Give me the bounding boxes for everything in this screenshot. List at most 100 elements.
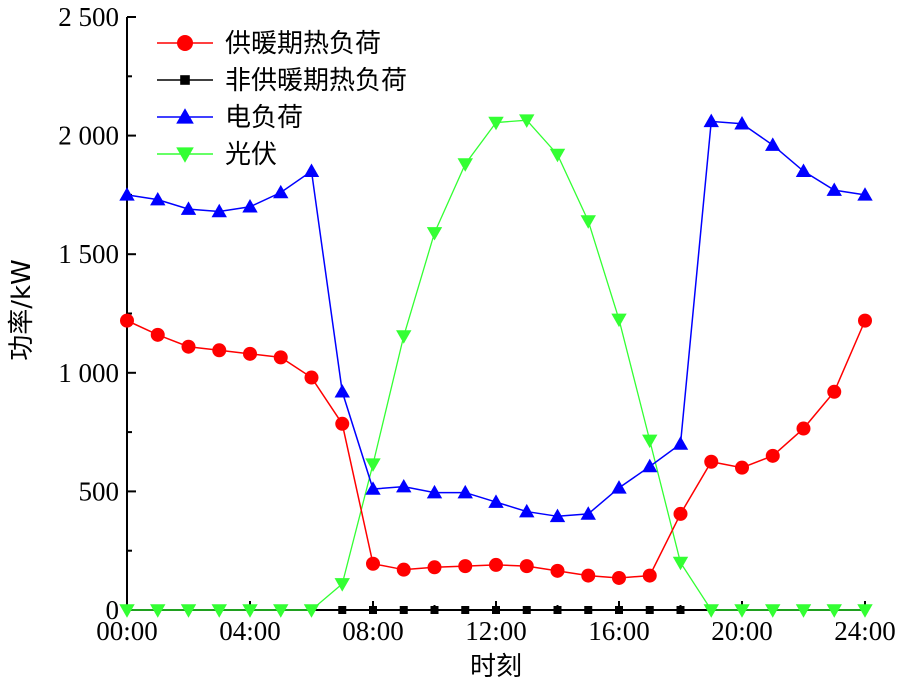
y-axis-title: 功率/kW: [7, 259, 37, 361]
legend-label: 光伏: [225, 140, 277, 170]
legend-item: 电负荷: [157, 103, 303, 133]
data-point: [334, 578, 350, 592]
legend-label: 电负荷: [225, 103, 303, 133]
data-point: [461, 606, 470, 614]
data-point: [519, 559, 534, 574]
data-point: [426, 227, 443, 241]
data-point: [703, 604, 719, 618]
data-point: [765, 137, 781, 151]
data-point: [858, 313, 872, 328]
data-point: [580, 506, 596, 520]
data-point: [396, 330, 412, 344]
data-point: [369, 606, 377, 614]
data-point: [704, 454, 719, 469]
data-point: [365, 458, 381, 472]
data-point: [826, 604, 842, 618]
data-point: [795, 604, 812, 618]
legend-item: 光伏: [157, 140, 277, 170]
data-point: [304, 370, 319, 385]
data-point: [119, 604, 135, 618]
data-point: [150, 604, 166, 618]
data-point: [550, 563, 565, 578]
y-tick-label: 500: [79, 476, 120, 506]
data-point: [642, 458, 658, 473]
data-point: [489, 557, 503, 572]
x-tick-label: 08:00: [342, 616, 404, 646]
data-point: [673, 506, 688, 521]
data-point: [211, 604, 227, 618]
data-point: [734, 604, 750, 618]
data-point: [212, 343, 227, 358]
data-point: [492, 606, 500, 614]
data-point: [396, 478, 412, 493]
data-point: [488, 116, 504, 131]
x-tick-label: 00:00: [96, 616, 158, 646]
data-point: [553, 606, 562, 614]
data-point: [338, 606, 347, 614]
data-point: [857, 187, 873, 201]
series-line: [127, 119, 865, 611]
legend-item: 供暖期热负荷: [157, 29, 381, 59]
data-point: [335, 416, 350, 431]
data-point: [765, 604, 781, 618]
data-point: [399, 606, 408, 614]
data-point: [488, 494, 504, 508]
series-0: [120, 313, 872, 585]
data-point: [615, 606, 623, 614]
data-point: [457, 484, 473, 499]
x-tick-label: 20:00: [711, 616, 773, 646]
data-point: [180, 201, 197, 215]
data-point: [857, 604, 873, 618]
data-point: [457, 158, 473, 172]
data-point: [243, 346, 257, 361]
x-tick-label: 24:00: [834, 616, 896, 646]
data-point: [430, 606, 439, 614]
data-point: [672, 556, 689, 571]
series-2: [119, 113, 873, 523]
data-point: [580, 215, 596, 229]
data-point: [584, 606, 593, 614]
data-point: [611, 313, 627, 328]
series-line: [126, 120, 866, 518]
y-tick-label: 1 000: [58, 358, 119, 388]
data-point: [826, 182, 842, 196]
data-point: [181, 339, 196, 354]
data-point: [581, 568, 596, 583]
data-point: [827, 384, 842, 399]
data-point: [612, 570, 626, 585]
data-point: [366, 556, 380, 571]
series-1: [338, 606, 685, 614]
legend-marker: [180, 75, 190, 85]
y-tick-label: 2 500: [58, 2, 119, 32]
data-point: [180, 604, 197, 618]
legend-item: 非供暖期热负荷: [157, 66, 407, 96]
legend-marker: [177, 35, 193, 51]
data-point: [735, 460, 749, 475]
data-point: [672, 436, 689, 450]
data-point: [549, 508, 566, 523]
data-point: [611, 480, 627, 494]
data-point: [676, 606, 685, 614]
data-point: [522, 606, 531, 614]
data-point: [365, 481, 381, 495]
data-point: [642, 568, 657, 583]
data-point: [150, 191, 166, 206]
data-point: [765, 448, 780, 463]
x-axis-title: 时刻: [470, 652, 522, 682]
data-point: [549, 148, 566, 163]
data-point: [273, 184, 289, 199]
data-point: [150, 327, 165, 342]
data-point: [795, 163, 812, 177]
x-tick-label: 12:00: [465, 616, 527, 646]
data-point: [734, 116, 750, 130]
data-point: [796, 421, 811, 436]
series-line: [126, 319, 866, 579]
data-point: [242, 199, 258, 213]
y-tick-label: 2 000: [58, 121, 119, 151]
y-tick-label: 1 500: [58, 239, 119, 269]
series-3: [119, 114, 873, 618]
data-point: [458, 559, 473, 574]
data-point: [242, 604, 258, 618]
